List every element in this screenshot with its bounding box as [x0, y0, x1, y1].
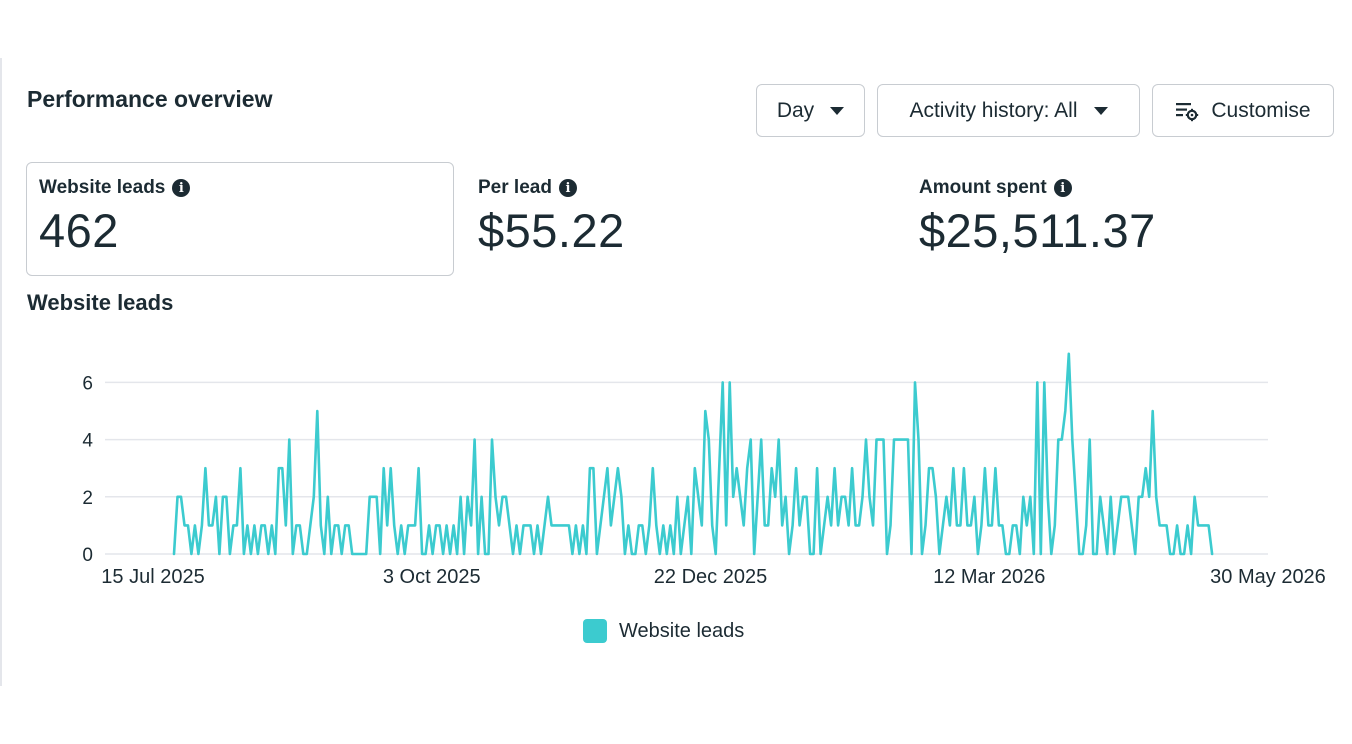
activity-history-label: Activity history: All [909, 98, 1078, 122]
metric-value-amount-spent: $25,511.37 [919, 204, 1156, 257]
customise-label: Customise [1211, 98, 1311, 122]
customise-button[interactable]: Customise [1152, 84, 1334, 137]
y-tick-label: 4 [82, 431, 93, 452]
metric-value-per-lead: $55.22 [478, 204, 625, 257]
day-dropdown[interactable]: Day [756, 84, 865, 137]
y-tick-label: 6 [82, 373, 93, 394]
info-icon[interactable]: i [558, 179, 577, 197]
info-icon[interactable]: i [1053, 179, 1072, 197]
y-tick-label: 2 [82, 488, 93, 509]
legend-swatch [583, 619, 607, 643]
info-icon[interactable]: i [172, 179, 191, 197]
filter-settings-icon [1176, 102, 1199, 121]
metric-value-website-leads: 462 [39, 204, 119, 257]
x-tick-label: 15 Jul 2025 [101, 566, 204, 588]
metric-label-row: Website leads i [39, 177, 453, 199]
chart-title: Website leads [27, 290, 174, 315]
series-line-website-leads [172, 352, 1214, 556]
metric-amount-spent[interactable]: Amount spent i $25,511.37 [919, 177, 1156, 258]
x-tick-label: 12 Mar 2026 [933, 566, 1045, 588]
chart-legend: Website leads [583, 619, 744, 643]
legend-label[interactable]: Website leads [619, 619, 745, 642]
website-leads-line-chart: 0 2 4 6 15 Jul 2025 3 Oct 2025 22 Dec 2025 12 M… [82, 352, 1326, 588]
metric-card-website-leads[interactable]: Website leads i 462 [26, 162, 454, 276]
metric-label-website-leads: Website leads [39, 177, 166, 198]
day-dropdown-label: Day [776, 98, 815, 122]
caret-down-icon [830, 106, 845, 115]
x-tick-label: 30 May 2026 [1210, 566, 1326, 588]
caret-down-icon [1093, 106, 1108, 115]
x-tick-label: 3 Oct 2025 [383, 566, 481, 588]
y-tick-label: 0 [82, 545, 93, 566]
metric-label-row: Amount spent i [919, 177, 1156, 199]
metric-label-row: Per lead i [478, 177, 625, 199]
panel-left-border [0, 58, 2, 686]
metric-label-amount-spent: Amount spent [919, 177, 1047, 198]
metric-label-per-lead: Per lead [478, 177, 552, 198]
activity-history-dropdown[interactable]: Activity history: All [877, 84, 1140, 137]
x-tick-label: 22 Dec 2025 [654, 566, 767, 588]
metric-per-lead[interactable]: Per lead i $55.22 [478, 177, 625, 258]
page-title: Performance overview [27, 86, 273, 112]
